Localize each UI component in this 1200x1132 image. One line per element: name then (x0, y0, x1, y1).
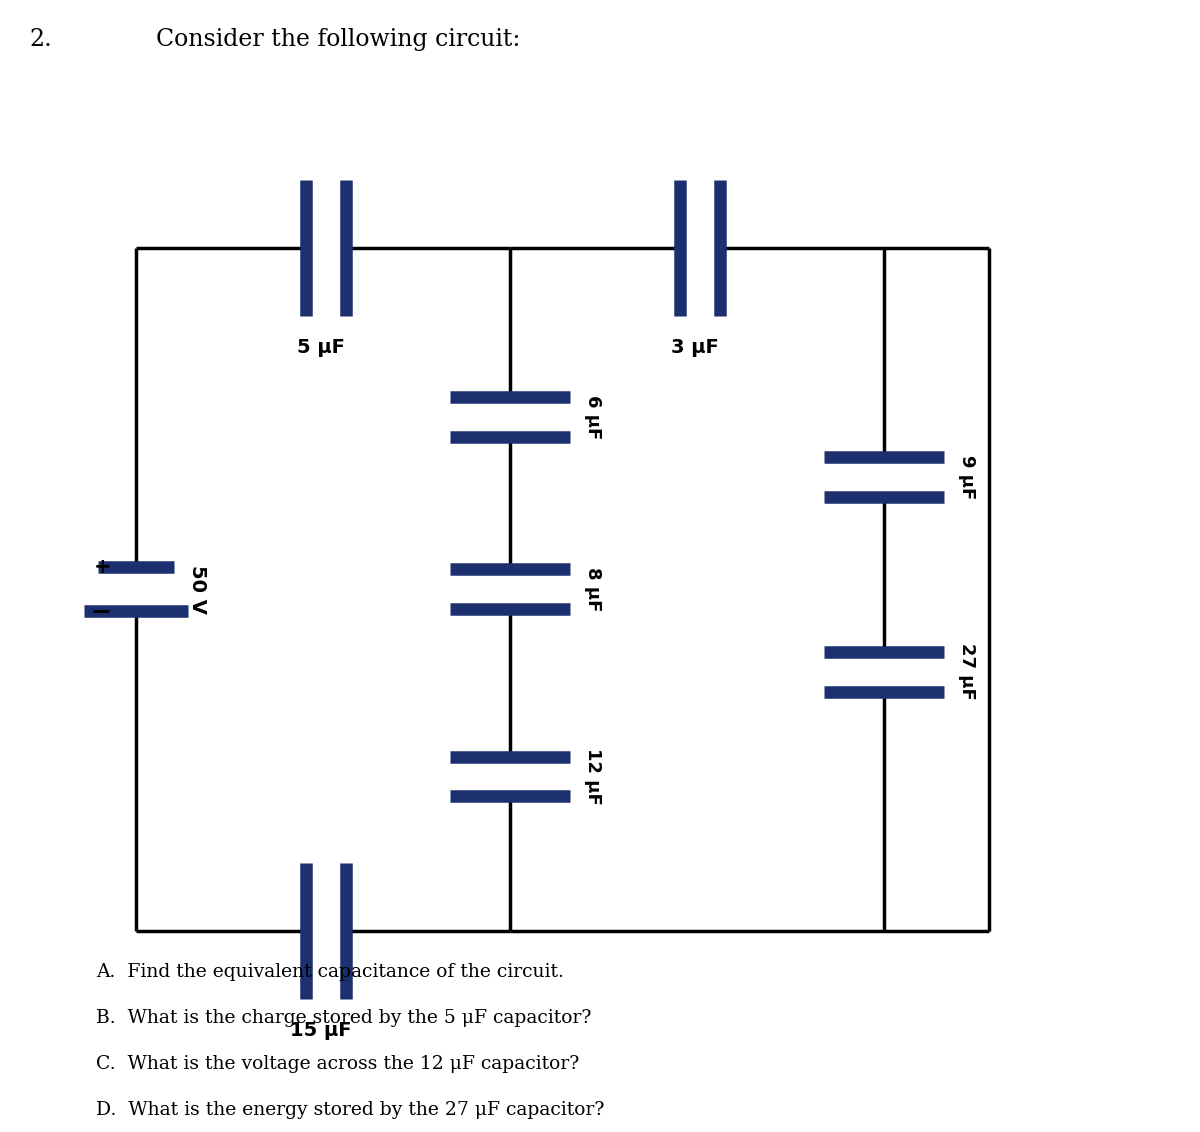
Text: 8 μF: 8 μF (584, 567, 602, 611)
Text: 9 μF: 9 μF (958, 455, 976, 499)
Text: 12 μF: 12 μF (584, 748, 602, 805)
Text: 5 μF: 5 μF (296, 337, 344, 357)
Text: 27 μF: 27 μF (958, 643, 976, 700)
Text: −: − (90, 599, 112, 624)
Text: 15 μF: 15 μF (290, 1021, 352, 1040)
Text: 3 μF: 3 μF (671, 337, 719, 357)
Text: C.  What is the voltage across the 12 μF capacitor?: C. What is the voltage across the 12 μF … (96, 1055, 580, 1073)
Text: +: + (94, 557, 112, 577)
Text: 2.: 2. (29, 28, 52, 51)
Text: Consider the following circuit:: Consider the following circuit: (156, 28, 521, 51)
Text: A.  Find the equivalent capacitance of the circuit.: A. Find the equivalent capacitance of th… (96, 963, 564, 981)
Text: 50 V: 50 V (188, 565, 208, 614)
Text: B.  What is the charge stored by the 5 μF capacitor?: B. What is the charge stored by the 5 μF… (96, 1009, 592, 1027)
Text: D.  What is the energy stored by the 27 μF capacitor?: D. What is the energy stored by the 27 μ… (96, 1100, 605, 1118)
Text: 6 μF: 6 μF (584, 395, 602, 439)
